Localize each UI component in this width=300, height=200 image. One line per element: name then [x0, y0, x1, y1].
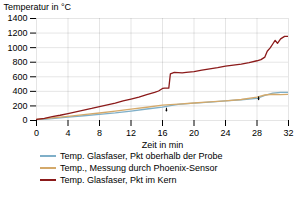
- html-text:Temp. Glasfaser, Pkt oberhalb: Temp. Glasfaser, Pkt oberhalb der Probe: [60, 151, 223, 161]
- svg-text:24: 24: [220, 128, 230, 138]
- html-text:Temp. Glasfaser, Pkt im Kern: Temp. Glasfaser, Pkt im Kern: [60, 175, 177, 185]
- svg-text:Temperatur in °C: Temperatur in °C: [4, 2, 72, 12]
- svg-text:28: 28: [252, 128, 262, 138]
- svg-text:20: 20: [189, 128, 199, 138]
- svg-text:32: 32: [283, 128, 293, 138]
- svg-text:4: 4: [65, 128, 70, 138]
- svg-text:12: 12: [126, 128, 136, 138]
- svg-text:0: 0: [34, 128, 39, 138]
- svg-text:1000: 1000: [7, 43, 27, 53]
- svg-text:800: 800: [12, 57, 27, 67]
- html-text:Temp., Messung durch Phoenix-S: Temp., Messung durch Phoenix-Sensor: [60, 163, 218, 173]
- svg-text:1200: 1200: [7, 28, 27, 38]
- svg-text:1400: 1400: [7, 13, 27, 23]
- svg-text:200: 200: [12, 101, 27, 111]
- svg-text:16: 16: [157, 128, 167, 138]
- svg-text:600: 600: [12, 72, 27, 82]
- svg-text:400: 400: [12, 86, 27, 96]
- svg-text:8: 8: [97, 128, 102, 138]
- svg-text:Zeit in min: Zeit in min: [142, 140, 184, 150]
- svg-text:0: 0: [22, 115, 27, 125]
